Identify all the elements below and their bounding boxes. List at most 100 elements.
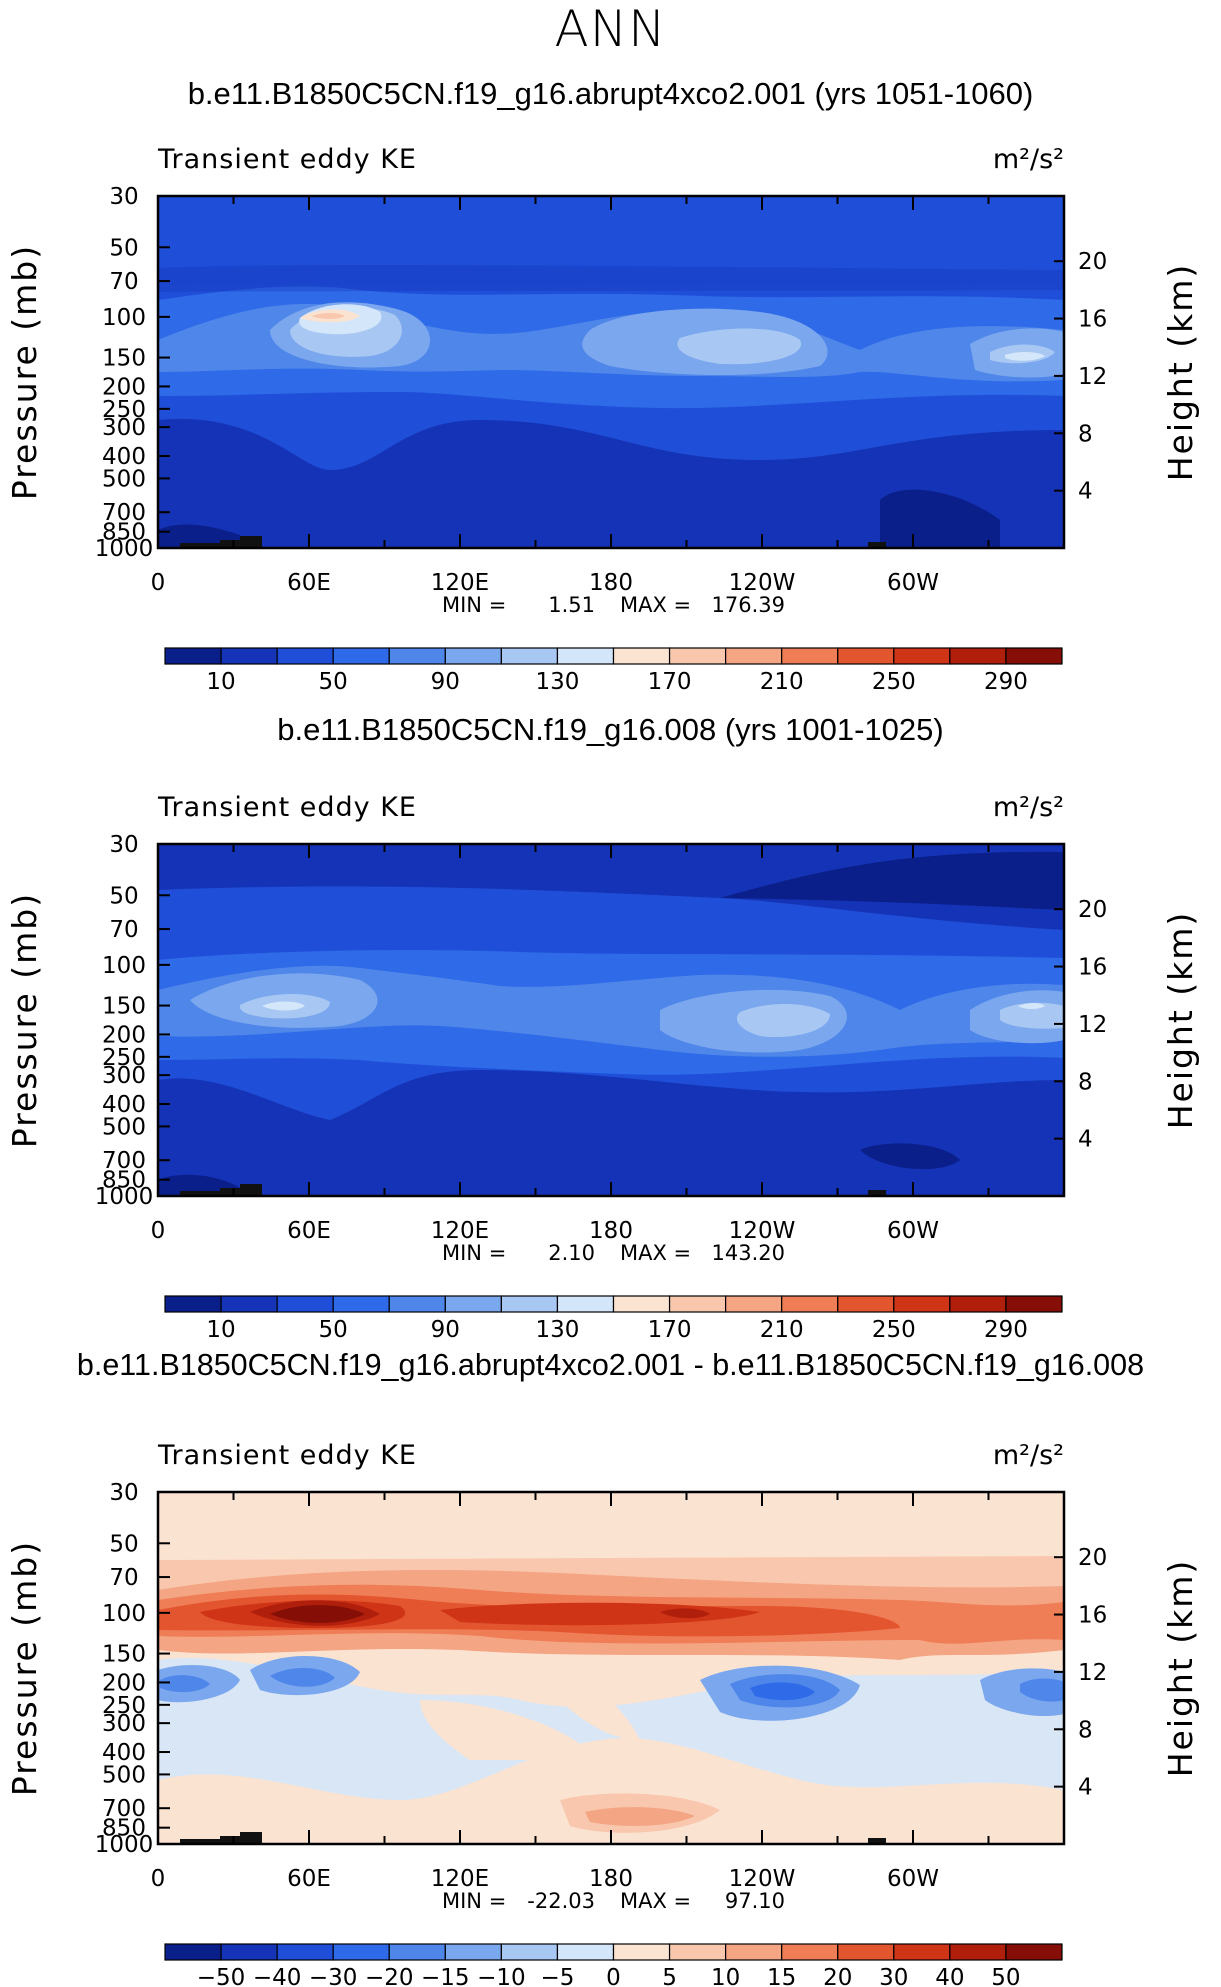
y-tick-label: 250: [102, 397, 146, 423]
y-tick-label: 50: [109, 235, 138, 261]
y-tick-label: 1000: [95, 536, 154, 562]
max-label: MAX =: [620, 593, 691, 617]
colorbar-swatch: [612, 1295, 671, 1313]
x-tick-label: 60W: [887, 570, 939, 596]
y-tick-label: 150: [102, 346, 146, 372]
colorbar-swatch: [893, 647, 951, 665]
colorbar-swatch: [612, 647, 671, 665]
y-tick-label: 200: [102, 1022, 146, 1048]
colorbar-3: −50 −40 −30 −20 −15 −10 −5 0 5 10 15 20 30 40 50: [164, 1943, 1063, 1987]
min-value: 2.10: [548, 1241, 595, 1265]
colorbar-label: 5: [662, 1965, 677, 1987]
panel-2-field: [158, 844, 1064, 1196]
colorbar-label: 210: [760, 1317, 804, 1343]
height-tick-label: 4: [1078, 1127, 1093, 1153]
y-tick-label: 50: [109, 883, 138, 909]
x-tick-label: 180: [589, 1218, 633, 1244]
left-string: Transient eddy KE: [157, 792, 417, 823]
colorbar-label: −30: [309, 1965, 358, 1987]
y-tick-label: 500: [102, 1762, 146, 1788]
colorbar-label: −15: [421, 1965, 470, 1987]
y-tick-label: 1000: [95, 1832, 154, 1858]
x-tick-label: 120W: [729, 570, 796, 596]
y-tick-label: 250: [102, 1045, 146, 1071]
height-tick-label: 12: [1078, 1660, 1107, 1686]
height-tick-label: 16: [1078, 955, 1107, 981]
colorbar-label: 15: [767, 1965, 796, 1987]
colorbar-label: −5: [540, 1965, 574, 1987]
colorbar-swatch: [276, 1295, 334, 1313]
y-tick-label: 70: [109, 1565, 138, 1591]
y-tick-label: 500: [102, 466, 146, 492]
y-tick-label: 250: [102, 1693, 146, 1719]
colorbar-swatch: [668, 1943, 727, 1961]
colorbar-label: 210: [760, 669, 804, 695]
y-axis-title: Pressure (mb): [5, 892, 44, 1148]
colorbar-label: 20: [823, 1965, 852, 1987]
y-tick-label: 100: [102, 1601, 146, 1627]
left-string: Transient eddy KE: [157, 144, 417, 175]
units-label: m²/s²: [993, 1440, 1064, 1471]
max-label: MAX =: [620, 1889, 691, 1913]
colorbar-swatch: [444, 1943, 502, 1961]
colorbar-label: 170: [648, 1317, 692, 1343]
colorbar-swatch: [220, 1295, 278, 1313]
height-tick-label: 16: [1078, 1603, 1107, 1629]
y-tick-label: 70: [109, 269, 138, 295]
y-axis-title-right: Height (km): [1161, 1559, 1200, 1778]
y-tick-label: 400: [102, 444, 146, 470]
x-tick-label: 0: [151, 1866, 166, 1892]
y-tick-label: 70: [109, 917, 138, 943]
colorbar-swatch: [276, 1943, 334, 1961]
height-tick-label: 16: [1078, 307, 1107, 333]
colorbar-swatch: [332, 1295, 390, 1313]
height-tick-label: 20: [1078, 1545, 1107, 1571]
y-axis-title-right: Height (km): [1161, 911, 1200, 1130]
colorbar-label: −20: [365, 1965, 414, 1987]
colorbar-swatch: [164, 647, 222, 665]
y-tick-label: 200: [102, 374, 146, 400]
y-tick-label: 300: [102, 1063, 146, 1089]
x-tick-label: 0: [151, 1218, 166, 1244]
max-value: 176.39: [712, 593, 785, 617]
colorbar-label: 170: [648, 669, 692, 695]
colorbar-swatch: [388, 1943, 446, 1961]
height-tick-label: 8: [1078, 1717, 1093, 1743]
colorbar-swatch: [949, 1295, 1007, 1313]
panel-1-field: [158, 196, 1064, 548]
y-tick-label: 200: [102, 1670, 146, 1696]
y-tick-label: 850: [102, 1168, 146, 1194]
panel-1-title: b.e11.B1850C5CN.f19_g16.abrupt4xco2.001 …: [187, 76, 1034, 111]
height-tick-label: 8: [1078, 421, 1093, 447]
y-axis-title: Pressure (mb): [5, 244, 44, 500]
y-axis-title-right: Height (km): [1161, 263, 1200, 482]
min-label: MIN =: [442, 1241, 506, 1265]
y-tick-label: 150: [102, 994, 146, 1020]
colorbar-label: −50: [197, 1965, 246, 1987]
height-tick-label: 12: [1078, 1012, 1107, 1038]
colorbar-swatch: [220, 1943, 278, 1961]
colorbar-swatch: [500, 1943, 559, 1961]
colorbar-label: 50: [319, 669, 348, 695]
colorbar-swatch: [276, 647, 334, 665]
height-tick-label: 12: [1078, 364, 1107, 390]
y-tick-label: 150: [102, 1642, 146, 1668]
x-tick-label: 120W: [729, 1866, 796, 1892]
y-tick-label: 850: [102, 1816, 146, 1842]
colorbar-swatch: [949, 647, 1007, 665]
colorbar-swatch: [781, 647, 839, 665]
height-tick-label: 4: [1078, 479, 1093, 505]
y-tick-label: 1000: [95, 1184, 154, 1210]
colorbar-label: 130: [535, 1317, 579, 1343]
max-label: MAX =: [620, 1241, 691, 1265]
max-value: 97.10: [725, 1889, 785, 1913]
colorbar-label: 290: [984, 1317, 1028, 1343]
y-tick-label: 500: [102, 1114, 146, 1140]
colorbar-swatch: [949, 1943, 1007, 1961]
colorbar-swatch: [164, 1943, 222, 1961]
y-tick-label: 700: [102, 500, 146, 526]
